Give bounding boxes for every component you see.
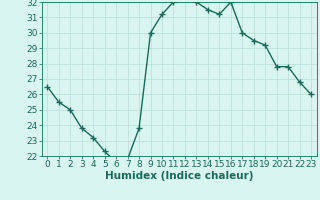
X-axis label: Humidex (Indice chaleur): Humidex (Indice chaleur) bbox=[105, 171, 253, 181]
